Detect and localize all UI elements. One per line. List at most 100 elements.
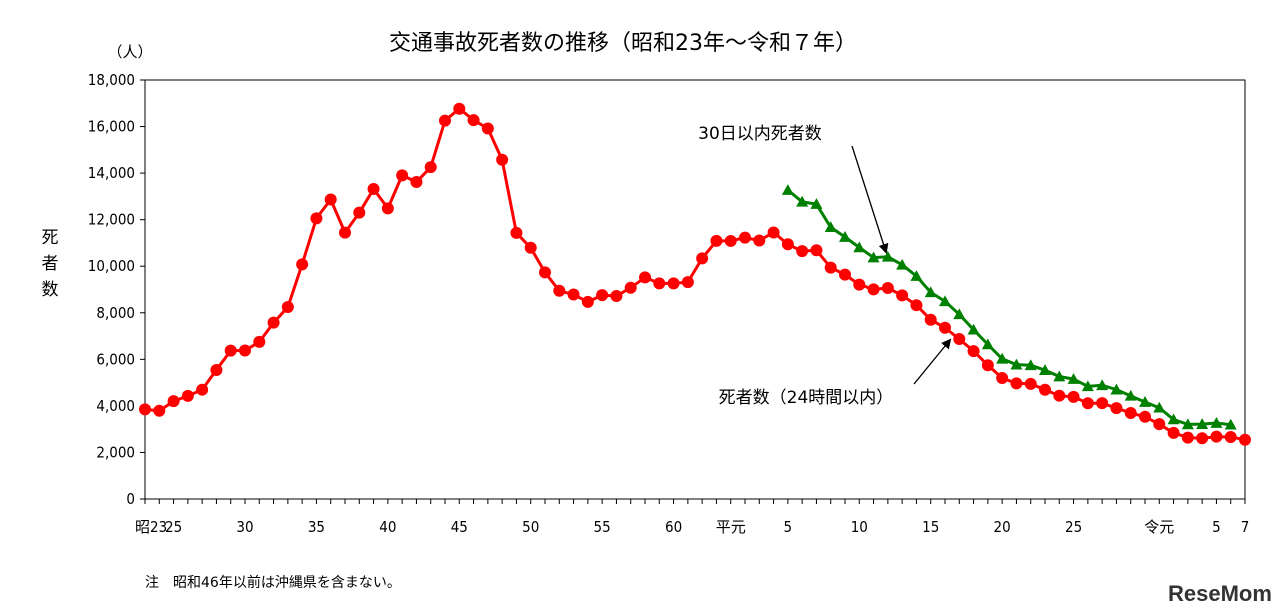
x-tick-label: 平元 [716, 518, 746, 536]
data-point [1224, 418, 1237, 430]
annotation-24h-arrow [913, 338, 952, 385]
data-point [567, 288, 580, 301]
annotation-30day: 30日以内死者数 [698, 124, 822, 144]
data-point [267, 316, 280, 329]
y-tick-label: 4,000 [96, 397, 135, 415]
data-point [953, 308, 966, 320]
data-point [739, 231, 751, 244]
data-point [753, 234, 766, 247]
y-axis: 0 2,000 4,000 6,000 8,000 10,000 12,000 14,000 1… [88, 71, 145, 508]
data-point [239, 344, 251, 357]
data-point [767, 226, 780, 239]
x-tick-label: 7 [1241, 518, 1250, 536]
data-point [181, 389, 194, 402]
data-point [1167, 413, 1180, 425]
data-point [481, 122, 494, 135]
x-tick-label: 10 [851, 518, 868, 536]
data-point [1239, 433, 1251, 446]
data-point [496, 153, 509, 166]
data-point [939, 321, 951, 334]
data-point [424, 161, 437, 174]
data-point [1039, 383, 1051, 396]
data-point [696, 252, 709, 265]
data-point [139, 403, 151, 416]
data-point [810, 198, 823, 209]
data-point [853, 241, 866, 253]
x-tick-label: 昭23 [135, 518, 167, 536]
data-point [1196, 432, 1209, 445]
data-point [1110, 383, 1123, 395]
x-tick-label: 45 [451, 518, 468, 536]
data-point [981, 338, 994, 350]
data-point [524, 241, 537, 254]
data-point [1153, 418, 1166, 431]
y-tick-label: 12,000 [88, 211, 135, 229]
watermark-logo: ReseMom [1168, 581, 1272, 606]
data-point [781, 238, 794, 251]
data-point [210, 363, 223, 376]
data-point [1210, 417, 1223, 428]
data-point [310, 212, 323, 225]
data-point [996, 352, 1009, 364]
data-point [610, 290, 623, 303]
plot-frame [144, 79, 1246, 500]
data-point [1096, 379, 1109, 391]
data-point [539, 266, 551, 279]
data-point [439, 114, 451, 127]
series-layer [139, 102, 1251, 446]
y-unit-label: （人） [107, 43, 152, 61]
y-tick-label: 0 [126, 490, 135, 508]
x-tick-label: 5 [1212, 518, 1221, 536]
annotation-24h: 死者数（24時間以内） [719, 388, 894, 408]
annotation-30day-arrow [851, 145, 889, 254]
data-point [1010, 377, 1023, 390]
data-point [253, 335, 266, 348]
data-point [667, 277, 680, 290]
data-point [681, 276, 694, 289]
data-point [839, 231, 851, 242]
data-point [1010, 358, 1023, 370]
data-point [1124, 407, 1137, 420]
data-point [1081, 397, 1094, 410]
data-point [1053, 370, 1066, 382]
data-point [981, 359, 994, 372]
data-point [967, 345, 980, 358]
data-point [224, 344, 237, 357]
data-point [1224, 431, 1237, 444]
data-point [824, 261, 837, 274]
data-point [1139, 410, 1151, 423]
data-point [1181, 418, 1194, 430]
data-point [167, 395, 180, 408]
data-point [1053, 389, 1066, 402]
data-point [381, 202, 394, 215]
chart-title: 交通事故死者数の推移（昭和23年～令和７年） [389, 31, 857, 56]
data-point [1210, 430, 1223, 443]
data-point [324, 193, 337, 206]
x-tick-label: 令元 [1144, 518, 1174, 536]
data-point [939, 295, 951, 307]
x-tick-label: 25 [1065, 518, 1082, 536]
data-point [553, 284, 566, 297]
data-point [1081, 380, 1094, 392]
data-point [796, 245, 809, 258]
data-point [810, 244, 823, 257]
data-point [796, 195, 809, 207]
y-tick-label: 6,000 [96, 350, 135, 368]
data-point [881, 281, 894, 294]
data-point [839, 268, 851, 281]
data-point [367, 182, 380, 195]
data-point [867, 251, 880, 263]
data-point [510, 226, 523, 239]
data-point [624, 281, 637, 294]
data-point [710, 234, 723, 247]
data-point [1181, 431, 1194, 444]
data-point [781, 184, 794, 195]
data-point [953, 333, 966, 346]
y-tick-label: 10,000 [88, 257, 135, 275]
data-point [281, 301, 294, 314]
data-point [410, 176, 423, 189]
x-tick-label: 25 [165, 518, 182, 536]
x-tick-label: 60 [665, 518, 682, 536]
data-point [1067, 390, 1080, 403]
